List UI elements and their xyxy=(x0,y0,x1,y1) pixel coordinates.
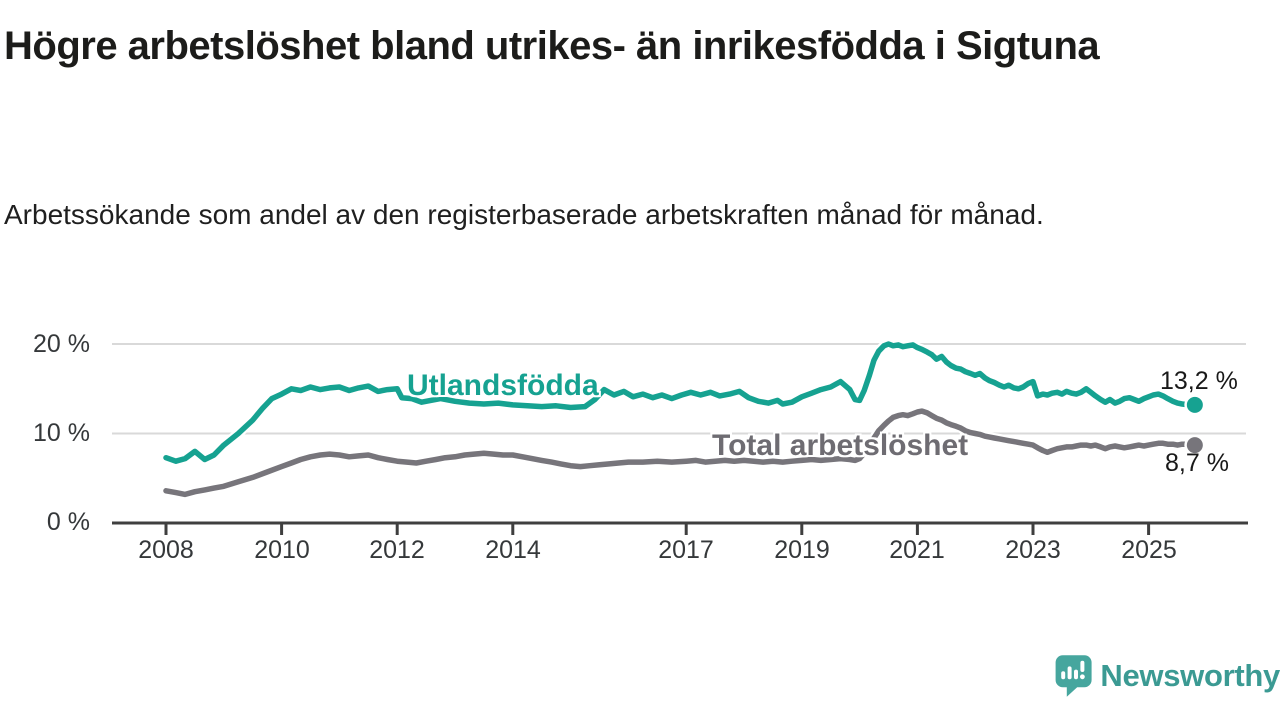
chart-title: Högre arbetslöshet bland utrikes- än inr… xyxy=(4,24,1100,68)
newsworthy-bubble-chart-icon xyxy=(1055,655,1092,697)
chart-subtitle: Arbetssökande som andel av den registerb… xyxy=(4,199,1044,230)
y-axis-label-10: 10 % xyxy=(33,419,90,447)
x-axis-label-2021: 2021 xyxy=(889,536,945,564)
x-axis-label-2014: 2014 xyxy=(485,536,541,564)
newsworthy-logo: Newsworthy xyxy=(1054,648,1280,704)
end-value-label-utlandsfodda: 13,2 % xyxy=(1160,367,1238,395)
end-dot-utlandsfodda xyxy=(1186,396,1203,413)
x-axis-label-2010: 2010 xyxy=(254,536,310,564)
series-line-total-arbetsloshet xyxy=(163,408,1198,498)
end-value-label-total: 8,7 % xyxy=(1165,449,1229,477)
series-line-utlandsfodda xyxy=(163,341,1198,464)
newsworthy-logo-text: Newsworthy xyxy=(1100,658,1280,693)
x-axis-label-2012: 2012 xyxy=(369,536,425,564)
x-axis-label-2008: 2008 xyxy=(138,536,194,564)
x-axis-label-2017: 2017 xyxy=(658,536,714,564)
x-axis-label-2019: 2019 xyxy=(774,536,830,564)
series-label-total-arbetsloshet: Total arbetslöshet xyxy=(712,429,969,462)
series-casing-utlandsfodda xyxy=(161,339,1200,467)
series-label-utlandsfodda: Utlandsfödda xyxy=(407,369,599,402)
end-dot-total-arbetsloshet xyxy=(1186,437,1203,454)
y-axis-label-0: 0 % xyxy=(46,508,90,536)
y-axis-label-20: 20 % xyxy=(33,330,90,358)
x-axis-label-2025: 2025 xyxy=(1121,536,1177,564)
x-axis-label-2023: 2023 xyxy=(1005,536,1061,564)
